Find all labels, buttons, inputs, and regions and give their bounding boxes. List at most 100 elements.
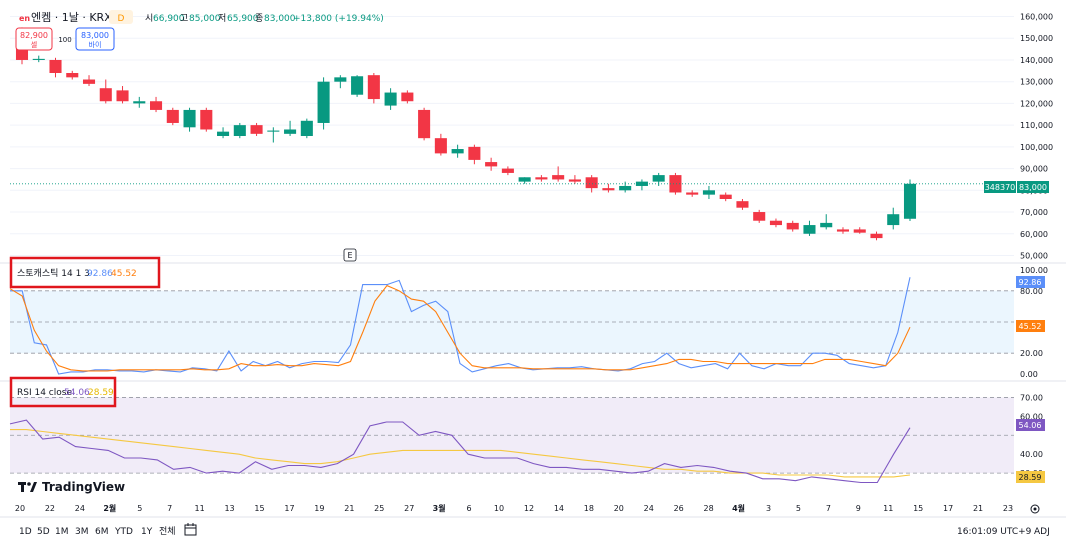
range-button[interactable]: 전체 xyxy=(159,526,176,537)
candle-body xyxy=(485,162,498,167)
candle-body xyxy=(200,109,213,130)
rsi-tag: 54.06 xyxy=(1016,419,1045,431)
stochastic-tick-label: 0.00 xyxy=(1020,370,1038,379)
candle-body xyxy=(518,177,531,182)
ohlc-high-label: 고 xyxy=(180,14,188,24)
candle-body xyxy=(836,229,850,232)
spread-value: 100 xyxy=(58,36,71,44)
stochastic-d-tag: 45.52 xyxy=(1016,320,1045,332)
gear-icon[interactable] xyxy=(1030,504,1040,514)
stochastic-legend-highlight xyxy=(9,256,161,289)
range-button[interactable]: 3M xyxy=(75,527,89,537)
candle-body xyxy=(552,175,565,180)
range-button[interactable]: 1D xyxy=(19,527,32,537)
price-tick-label: 90,000 xyxy=(1020,165,1048,174)
candle-body xyxy=(702,190,715,195)
sell-label: 셀 xyxy=(31,41,37,49)
rsi-tag-text: 54.06 xyxy=(1019,421,1042,430)
rsi-lines xyxy=(9,419,911,484)
candle-body xyxy=(116,90,129,102)
ohlc-low-label: 저 xyxy=(218,13,226,24)
candle-body xyxy=(66,73,79,78)
earnings-event-marker[interactable]: E xyxy=(343,248,357,262)
rsi-name: RSI 14 close xyxy=(17,388,72,398)
candle-body xyxy=(501,168,514,173)
candle-body xyxy=(32,58,45,60)
rsi-tick-label: 70.00 xyxy=(1020,393,1043,402)
candle-body xyxy=(451,149,464,154)
candle-body xyxy=(468,146,481,160)
stochastic-k-value: 92.86 xyxy=(87,269,113,279)
candle-body xyxy=(418,109,431,139)
candle-body xyxy=(351,76,364,95)
buy-button[interactable]: 83,000 바이 xyxy=(75,27,115,51)
calendar-range-icon[interactable] xyxy=(184,523,197,536)
price-tick-label: 150,000 xyxy=(1020,34,1053,43)
candle-body xyxy=(535,177,548,180)
watermark-text: TradingView xyxy=(42,480,125,494)
candle-body xyxy=(585,177,598,189)
candle-body xyxy=(49,59,62,73)
time-tick-label: 23 xyxy=(1003,504,1013,513)
time-tick-label: 6 xyxy=(467,504,472,513)
time-tick-label: 3 xyxy=(766,504,771,513)
candle-body xyxy=(887,214,900,226)
candle-body xyxy=(334,77,347,82)
tradingview-watermark[interactable]: TradingView xyxy=(18,480,125,494)
candle-body xyxy=(568,179,581,182)
candle-body xyxy=(786,222,799,230)
candle-body xyxy=(317,81,330,123)
rsi-legend[interactable]: RSI 14 close 54.06 28.59 xyxy=(17,388,114,398)
time-tick-label: 21 xyxy=(344,504,354,513)
time-tick-label: 13 xyxy=(224,504,234,513)
candle-body xyxy=(669,175,682,193)
clock-time[interactable]: 16:01:09 UTC+9 xyxy=(957,527,1032,537)
rsi-ma-value: 28.59 xyxy=(88,388,114,398)
candle-body xyxy=(753,212,766,221)
candle-body xyxy=(686,192,699,195)
price-tick-label: 50,000 xyxy=(1020,251,1048,260)
candle-body xyxy=(602,188,615,191)
ohlc-high: 85,000 xyxy=(189,14,221,24)
ohlc-open: 66,900 xyxy=(153,14,185,24)
price-tick-label: 160,000 xyxy=(1020,13,1053,22)
time-tick-label: 2월 xyxy=(103,503,116,513)
time-tick-label: 12 xyxy=(524,504,534,513)
time-tick-label: 17 xyxy=(943,504,953,513)
stochastic-d-value: 45.52 xyxy=(111,269,137,279)
stochastic-tick-label: 100.00 xyxy=(1020,266,1048,275)
stochastic-tick-label: 80.00 xyxy=(1020,287,1043,296)
market-status-badge xyxy=(109,10,133,24)
stochastic-band xyxy=(10,290,1014,354)
range-button[interactable]: 1M xyxy=(55,527,69,537)
time-tick-label: 5 xyxy=(137,504,142,513)
symbol-header[interactable]: en 엔켐 · 1날 · KRX D 시 66,900 고 85,000 저 6… xyxy=(19,10,384,24)
stochastic-k-tag-text: 92.86 xyxy=(1019,278,1042,287)
time-tick-label: 27 xyxy=(404,504,414,513)
time-tick-label: 21 xyxy=(973,504,983,513)
range-button[interactable]: 6M xyxy=(95,527,109,537)
range-button[interactable]: YTD xyxy=(114,527,133,537)
time-tick-label: 14 xyxy=(554,504,564,513)
candle-body xyxy=(853,229,866,233)
time-tick-label: 28 xyxy=(704,504,714,513)
time-tick-label: 15 xyxy=(254,504,264,513)
sell-button[interactable]: 82,900 셀 xyxy=(15,27,53,51)
stochastic-legend[interactable]: 스토캐스틱 14 1 3 92.86 45.52 xyxy=(17,267,137,279)
time-tick-label: 17 xyxy=(284,504,294,513)
ohlc-close: 83,000 xyxy=(264,14,296,24)
candle-body xyxy=(233,125,246,136)
volume-tag: 348370 xyxy=(985,183,1016,192)
adjust-toggle[interactable]: ADJ xyxy=(1034,527,1050,537)
range-button[interactable]: 1Y xyxy=(141,527,153,537)
price-tick-label: 140,000 xyxy=(1020,56,1053,65)
market-flag: D xyxy=(118,14,125,24)
symbol-title[interactable]: 엔켐 · 1날 · KRX xyxy=(31,11,112,24)
rsi-tick-label: 40.00 xyxy=(1020,450,1043,459)
range-button[interactable]: 5D xyxy=(37,527,50,537)
range-selector[interactable]: 1D 5D 1M 3M 6M YTD 1Y 전체 xyxy=(19,526,176,537)
ohlc-low: 65,900 xyxy=(227,14,259,24)
tradingview-logo-icon xyxy=(18,482,37,492)
time-tick-label: 11 xyxy=(195,504,205,513)
